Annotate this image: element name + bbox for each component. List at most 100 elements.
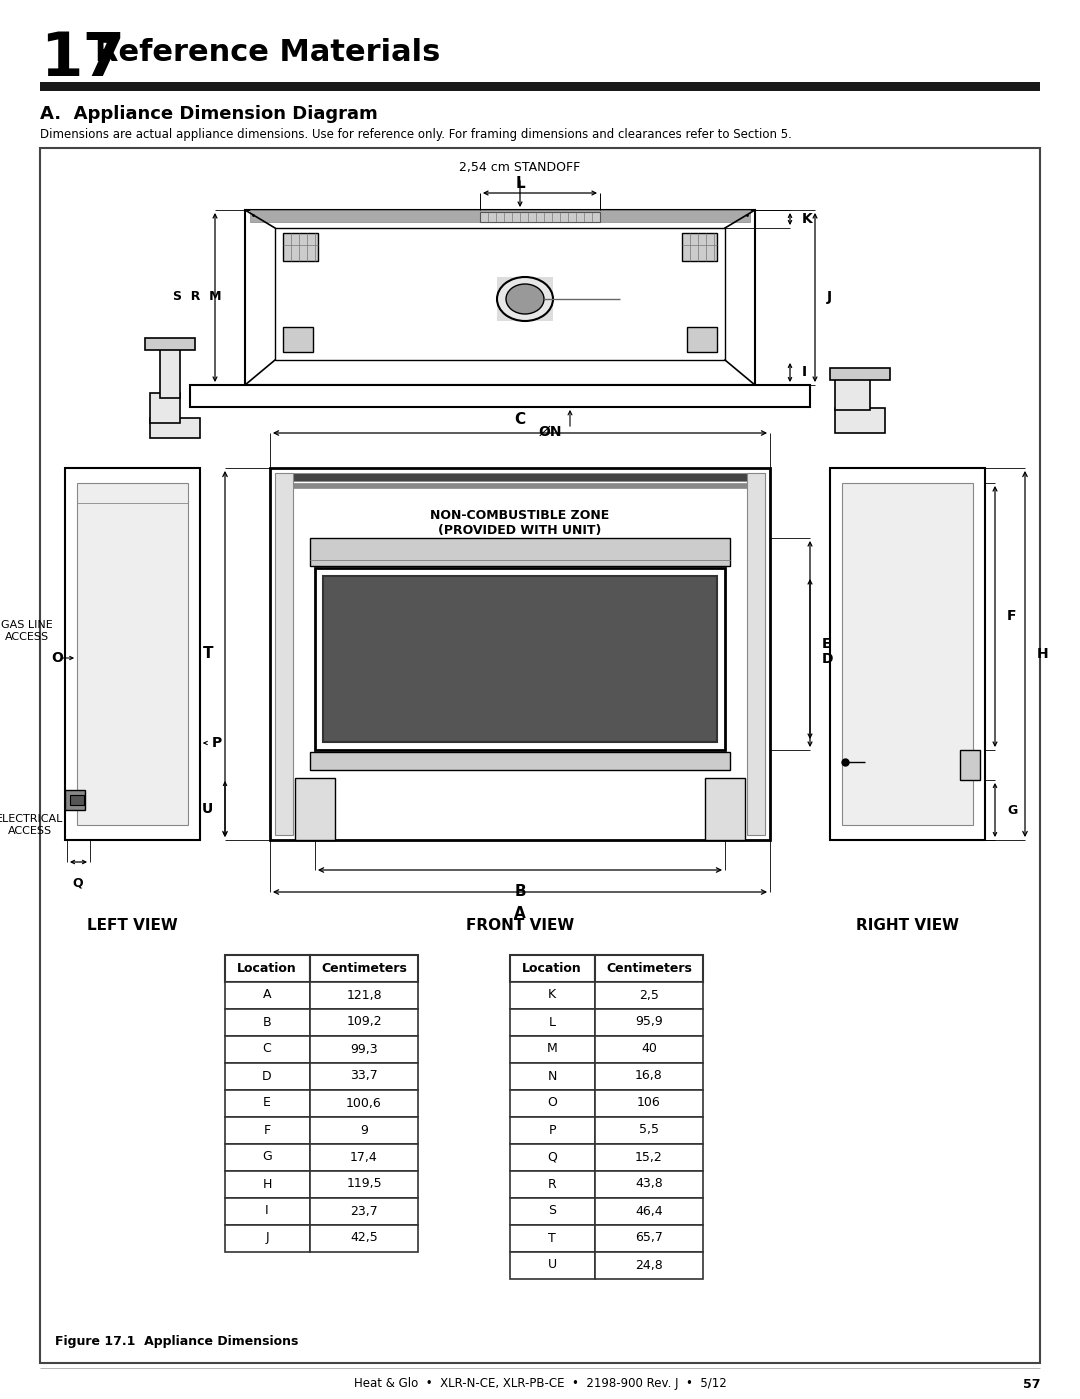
Bar	[842, 483, 973, 825]
Bar	[835, 378, 870, 410]
Bar	[510, 1090, 595, 1116]
Bar	[275, 473, 293, 835]
Bar	[40, 148, 1040, 1363]
Bar	[270, 469, 770, 839]
Text: H: H	[1037, 646, 1049, 660]
Text: J: J	[827, 290, 832, 304]
Bar	[310, 982, 418, 1009]
Text: P: P	[212, 736, 222, 750]
Bar	[595, 1009, 703, 1037]
Text: 106: 106	[637, 1097, 661, 1109]
Bar	[310, 1063, 418, 1090]
Bar	[323, 576, 717, 741]
Bar	[310, 1009, 418, 1037]
Bar	[595, 956, 703, 982]
Bar	[595, 1171, 703, 1198]
Text: L: L	[515, 175, 525, 190]
Bar	[295, 778, 335, 839]
Bar	[595, 1090, 703, 1116]
Bar	[225, 982, 310, 1009]
Bar	[510, 1198, 595, 1226]
Text: A.  Appliance Dimension Diagram: A. Appliance Dimension Diagram	[40, 105, 378, 123]
Bar	[595, 1037, 703, 1063]
Text: 40: 40	[642, 1042, 657, 1055]
Bar	[310, 539, 730, 567]
Text: L: L	[549, 1016, 555, 1028]
Text: 5,5: 5,5	[639, 1123, 659, 1136]
Text: LEFT VIEW: LEFT VIEW	[86, 918, 177, 933]
Text: Heat & Glo  •  XLR-N-CE, XLR-PB-CE  •  2198-900 Rev. J  •  5/12: Heat & Glo • XLR-N-CE, XLR-PB-CE • 2198-…	[353, 1378, 727, 1391]
Bar	[835, 409, 885, 434]
Bar	[225, 1198, 310, 1226]
Bar	[510, 1171, 595, 1198]
Bar	[160, 348, 180, 397]
Bar	[595, 1116, 703, 1144]
Text: FRONT VIEW: FRONT VIEW	[465, 918, 575, 933]
Bar	[275, 228, 725, 360]
Bar	[681, 234, 717, 262]
Bar	[705, 778, 745, 839]
Text: P: P	[549, 1123, 556, 1136]
Text: 42,5: 42,5	[350, 1231, 378, 1245]
Text: G: G	[262, 1150, 272, 1164]
Bar	[283, 327, 313, 353]
Bar	[225, 1144, 310, 1171]
Text: I: I	[802, 365, 807, 379]
Text: A: A	[262, 989, 271, 1002]
Bar	[595, 1063, 703, 1090]
Bar	[310, 1226, 418, 1252]
Text: G: G	[1007, 803, 1017, 817]
Bar	[225, 1037, 310, 1063]
Bar	[310, 1144, 418, 1171]
Bar	[510, 1063, 595, 1090]
Bar	[65, 790, 85, 810]
Text: M: M	[546, 1042, 557, 1055]
Text: U: U	[202, 802, 213, 816]
Bar	[595, 1252, 703, 1279]
Text: B: B	[514, 884, 526, 900]
Text: 57: 57	[1023, 1378, 1040, 1391]
Bar	[687, 327, 717, 353]
Text: Dimensions are actual appliance dimensions. Use for reference only. For framing : Dimensions are actual appliance dimensio…	[40, 127, 792, 141]
Text: S  R  M: S R M	[173, 291, 221, 304]
Text: H: H	[262, 1178, 272, 1191]
Text: R: R	[548, 1178, 556, 1191]
Bar	[310, 1198, 418, 1226]
Text: 33,7: 33,7	[350, 1069, 378, 1083]
Text: 15,2: 15,2	[635, 1150, 663, 1164]
Text: U: U	[548, 1259, 556, 1272]
Text: D: D	[822, 652, 834, 666]
Text: Location: Location	[238, 961, 297, 975]
Bar	[275, 483, 765, 488]
Bar	[315, 568, 725, 750]
Bar	[225, 1116, 310, 1144]
Text: 43,8: 43,8	[635, 1178, 663, 1191]
Text: J: J	[266, 1231, 269, 1245]
Bar	[310, 1090, 418, 1116]
Text: NON-COMBUSTIBLE ZONE
(PROVIDED WITH UNIT): NON-COMBUSTIBLE ZONE (PROVIDED WITH UNIT…	[430, 509, 609, 537]
Text: RIGHT VIEW: RIGHT VIEW	[855, 918, 959, 933]
Text: 17: 17	[40, 29, 125, 90]
Ellipse shape	[497, 277, 553, 320]
Text: T: T	[549, 1231, 556, 1245]
Text: I: I	[266, 1205, 269, 1217]
Text: F: F	[264, 1123, 271, 1136]
Text: C: C	[514, 413, 526, 428]
Text: E: E	[264, 1097, 271, 1109]
Text: K: K	[548, 989, 556, 1002]
Text: 2,54 cm STANDOFF: 2,54 cm STANDOFF	[459, 161, 581, 175]
Text: Centimeters: Centimeters	[321, 961, 407, 975]
Bar	[283, 234, 318, 262]
Bar	[747, 473, 765, 835]
Text: 9: 9	[360, 1123, 368, 1136]
Bar	[249, 210, 750, 222]
Bar	[960, 750, 980, 781]
Bar	[310, 753, 730, 769]
Bar	[510, 1252, 595, 1279]
Bar	[275, 473, 765, 481]
Bar	[831, 469, 985, 839]
Bar	[65, 469, 200, 839]
Text: Figure 17.1  Appliance Dimensions: Figure 17.1 Appliance Dimensions	[55, 1335, 298, 1347]
Bar	[225, 1009, 310, 1037]
Text: 99,3: 99,3	[350, 1042, 378, 1055]
